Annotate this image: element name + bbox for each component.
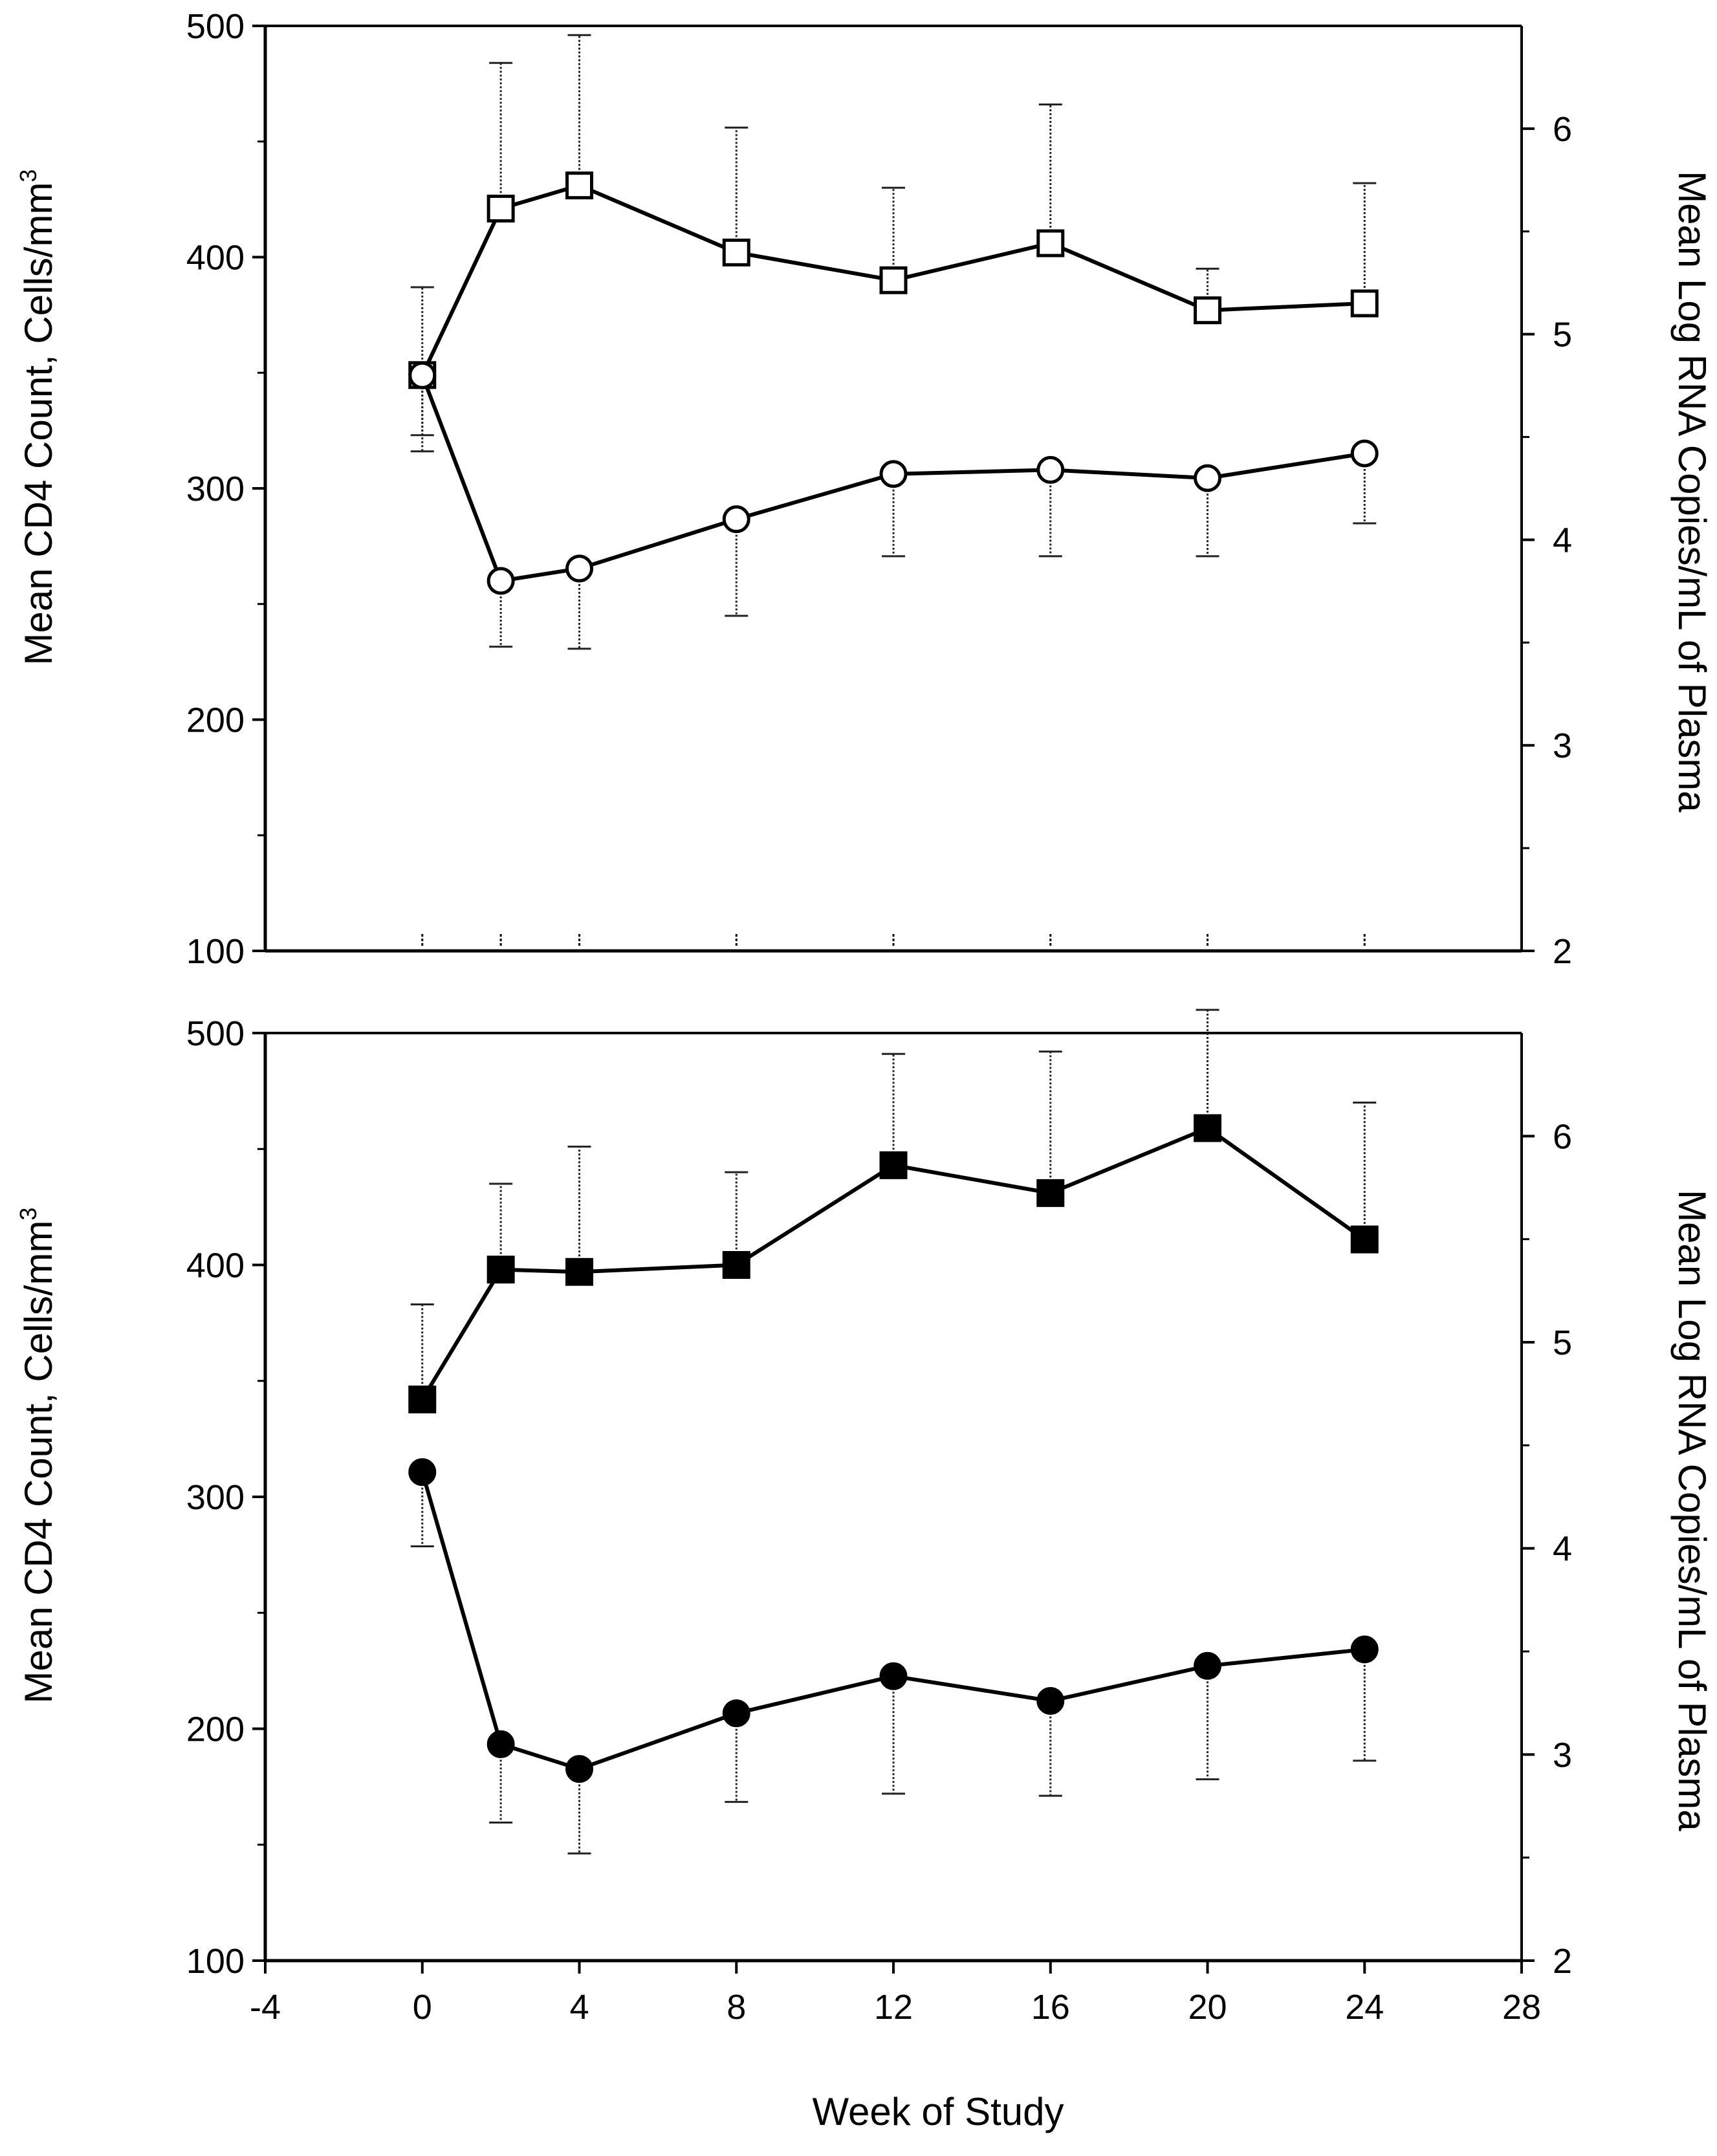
bottom-left-tick-label: 200 xyxy=(186,1710,245,1749)
bottom-cd4-point xyxy=(487,1256,515,1284)
bottom-cd4-point xyxy=(1350,1225,1379,1254)
top-right-tick-label: 4 xyxy=(1553,521,1572,560)
bottom-left-tick-label: 500 xyxy=(186,1014,245,1053)
top-right-tick-label: 5 xyxy=(1553,316,1572,354)
top-right-tick-label: 3 xyxy=(1553,726,1572,765)
bottom-x-tick-label: 28 xyxy=(1502,1988,1541,2027)
top-rna-point xyxy=(487,567,515,595)
top-left-tick-label: 300 xyxy=(186,470,245,508)
bottom-right-tick-label: 2 xyxy=(1553,1942,1572,1981)
top-cd4-point xyxy=(1194,296,1221,325)
top-cd4-point xyxy=(1036,229,1065,257)
bottom-rna-point xyxy=(487,1730,515,1758)
bottom-right-tick-label: 6 xyxy=(1553,1117,1572,1156)
top-cd4-point xyxy=(1350,289,1379,318)
bottom-rna-point xyxy=(722,1699,750,1728)
top-cd4-point xyxy=(487,194,515,223)
top-right-axis-title: Mean Log RNA Copies/mL of Plasma xyxy=(1670,171,1714,812)
bottom-left-tick-label: 400 xyxy=(186,1247,245,1285)
bottom-cd4-point xyxy=(879,1151,908,1179)
bottom-right-tick-label: 4 xyxy=(1553,1530,1572,1569)
top-right-tick-label: 2 xyxy=(1553,932,1572,971)
bottom-rna-point xyxy=(408,1458,437,1486)
top-rna-point xyxy=(565,554,593,583)
bottom-x-tick-label: 20 xyxy=(1188,1988,1227,2027)
bottom-cd4-point xyxy=(565,1258,593,1286)
bottom-rna-point xyxy=(1036,1686,1065,1715)
top-left-tick-label: 100 xyxy=(186,932,245,971)
bottom-x-tick-label: 16 xyxy=(1031,1988,1070,2027)
top-rna-point xyxy=(1350,439,1379,468)
bottom-rna-point xyxy=(1350,1635,1379,1664)
top-rna-point xyxy=(722,505,750,534)
bottom-x-tick-label: 8 xyxy=(727,1988,746,2027)
x-axis-title: Week of Study xyxy=(812,2090,1064,2133)
bottom-x-tick-label: 24 xyxy=(1345,1988,1384,2027)
top-right-tick-label: 6 xyxy=(1553,110,1572,149)
top-left-tick-label: 200 xyxy=(186,701,245,740)
bottom-right-axis-title: Mean Log RNA Copies/mL of Plasma xyxy=(1670,1190,1714,1831)
top-left-tick-label: 400 xyxy=(186,239,245,278)
top-rna-point xyxy=(879,460,908,488)
bottom-left-tick-label: 300 xyxy=(186,1478,245,1517)
bottom-rna-point xyxy=(565,1755,593,1783)
bottom-right-tick-label: 3 xyxy=(1553,1736,1572,1774)
top-cd4-point xyxy=(879,266,908,294)
top-rna-point xyxy=(1194,464,1221,492)
top-rna-point xyxy=(1036,455,1065,484)
bottom-cd4-point xyxy=(1194,1114,1221,1142)
bottom-left-tick-label: 100 xyxy=(186,1942,245,1981)
bottom-cd4-point xyxy=(722,1251,750,1279)
bottom-cd4-point xyxy=(408,1385,437,1413)
bottom-rna-point xyxy=(1194,1651,1221,1680)
top-cd4-point xyxy=(722,238,750,267)
top-cd4-point xyxy=(565,171,593,200)
bottom-left-axis-title: Mean CD4 Count, Cells/mm3 xyxy=(15,1208,60,1704)
bottom-right-tick-label: 5 xyxy=(1553,1323,1572,1362)
bottom-x-tick-label: -4 xyxy=(250,1988,281,2027)
bottom-x-tick-label: 12 xyxy=(874,1988,913,2027)
top-rna-point xyxy=(408,361,437,389)
bottom-rna-point xyxy=(879,1662,908,1690)
bottom-cd4-point xyxy=(1036,1179,1065,1207)
top-left-axis-title: Mean CD4 Count, Cells/mm3 xyxy=(15,169,60,666)
top-left-tick-label: 500 xyxy=(186,7,245,46)
bottom-x-tick-label: 0 xyxy=(413,1988,432,2027)
bottom-x-tick-label: 4 xyxy=(569,1988,589,2027)
